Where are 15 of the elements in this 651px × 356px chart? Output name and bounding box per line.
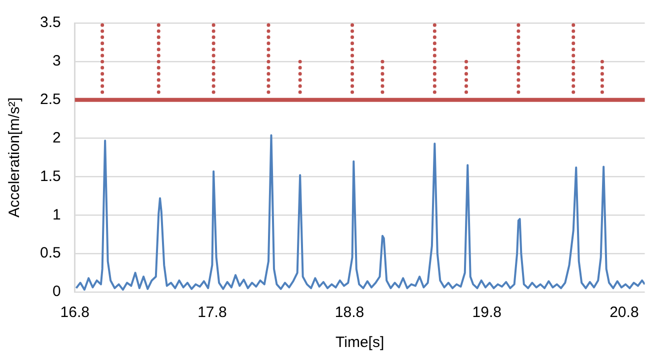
- y-axis-title: Acceleration[m/s²]: [6, 97, 24, 218]
- y-tick-label: 1: [52, 206, 61, 224]
- y-tick-label: 3: [52, 52, 61, 70]
- x-tick-label: 16.8: [60, 304, 90, 322]
- y-tick-label: 2.5: [40, 91, 61, 108]
- y-tick-label: 3.5: [40, 14, 61, 32]
- x-tick-label: 18.8: [334, 304, 364, 322]
- x-tick-label: 20.8: [610, 304, 639, 322]
- x-tick-label: 19.8: [472, 304, 502, 322]
- y-tick-label: 1.5: [40, 168, 61, 185]
- x-tick-label: 17.8: [198, 304, 227, 322]
- x-axis-title: Time[s]: [336, 334, 384, 352]
- y-tick-label: 0.5: [40, 244, 61, 262]
- y-tick-label: 0: [52, 283, 61, 300]
- y-tick-label: 2: [52, 129, 61, 146]
